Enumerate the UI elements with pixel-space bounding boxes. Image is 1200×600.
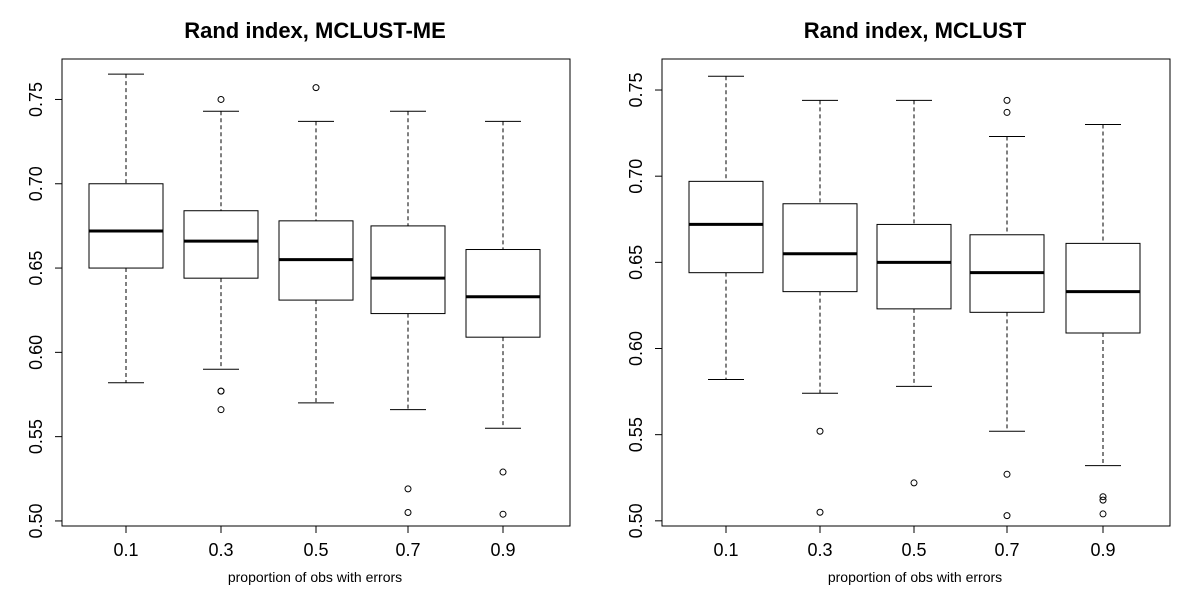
- x-tick-label: 0.1: [113, 540, 138, 560]
- chart-panel-2: Rand index, MCLUST 0.50 0.55 0.60 0.65 0.70 0.…: [626, 18, 1171, 585]
- outlier-point: [404, 509, 412, 517]
- outlier-point: [816, 427, 824, 435]
- box-0.7: [969, 96, 1045, 520]
- box-0.1: [88, 73, 164, 384]
- chart-title: Rand index, MCLUST: [804, 18, 1027, 43]
- outlier-point: [910, 479, 918, 487]
- outlier-point: [816, 508, 824, 516]
- box-0.5: [278, 84, 354, 404]
- box-0.3: [183, 95, 259, 414]
- y-tick-label: 0.60: [626, 331, 646, 366]
- outlier-point: [1003, 108, 1011, 116]
- y-tick-label: 0.70: [626, 159, 646, 194]
- chart-panel-1: Rand index, MCLUST-ME 0.50 0.55 0.60 0.65 0.7…: [26, 18, 571, 585]
- outlier-point: [499, 510, 507, 518]
- outlier-point: [1003, 470, 1011, 478]
- box-0.7: [370, 110, 446, 517]
- x-tick-label: 0.9: [490, 540, 515, 560]
- box-iqr: [370, 225, 446, 315]
- x-axis-label: proportion of obs with errors: [828, 569, 1002, 585]
- y-tick-label: 0.55: [26, 419, 46, 454]
- y-tick-label: 0.75: [26, 82, 46, 117]
- box-iqr: [1065, 242, 1141, 334]
- plot-frame: [661, 58, 1171, 527]
- box-0.9: [1065, 123, 1141, 518]
- x-tick-label: 0.9: [1090, 540, 1115, 560]
- box-iqr: [183, 210, 259, 279]
- outlier-point: [1099, 510, 1107, 518]
- box-iqr: [782, 203, 858, 293]
- y-tick-label: 0.75: [626, 72, 646, 107]
- y-tick-label: 0.60: [26, 335, 46, 370]
- box-iqr: [465, 249, 541, 338]
- outlier-point: [1003, 512, 1011, 520]
- x-tick-label: 0.3: [807, 540, 832, 560]
- box-0.3: [782, 99, 858, 516]
- y-tick-label: 0.55: [626, 417, 646, 452]
- chart-title: Rand index, MCLUST-ME: [184, 18, 446, 43]
- outlier-point: [499, 468, 507, 476]
- y-tick-label: 0.70: [26, 166, 46, 201]
- outlier-point: [1003, 96, 1011, 104]
- box-0.9: [465, 120, 541, 518]
- y-tick-label: 0.65: [26, 251, 46, 286]
- x-tick-label: 0.7: [994, 540, 1019, 560]
- outlier-point: [1099, 496, 1107, 504]
- outlier-point: [312, 84, 320, 92]
- x-tick-label: 0.3: [208, 540, 233, 560]
- box-iqr: [688, 180, 764, 274]
- y-tick-label: 0.50: [26, 503, 46, 538]
- x-tick-label: 0.5: [901, 540, 926, 560]
- x-tick-label: 0.5: [303, 540, 328, 560]
- x-tick-label: 0.1: [713, 540, 738, 560]
- outlier-point: [1099, 493, 1107, 501]
- outlier-point: [217, 406, 225, 414]
- y-tick-label: 0.50: [626, 503, 646, 538]
- box-0.1: [688, 75, 764, 381]
- y-tick-label: 0.65: [626, 245, 646, 280]
- outlier-point: [404, 485, 412, 493]
- x-axis-label: proportion of obs with errors: [228, 569, 402, 585]
- box-iqr: [876, 223, 952, 310]
- box-0.5: [876, 99, 952, 487]
- outlier-point: [217, 95, 225, 103]
- x-tick-label: 0.7: [395, 540, 420, 560]
- box-iqr: [88, 183, 164, 269]
- outlier-point: [217, 387, 225, 395]
